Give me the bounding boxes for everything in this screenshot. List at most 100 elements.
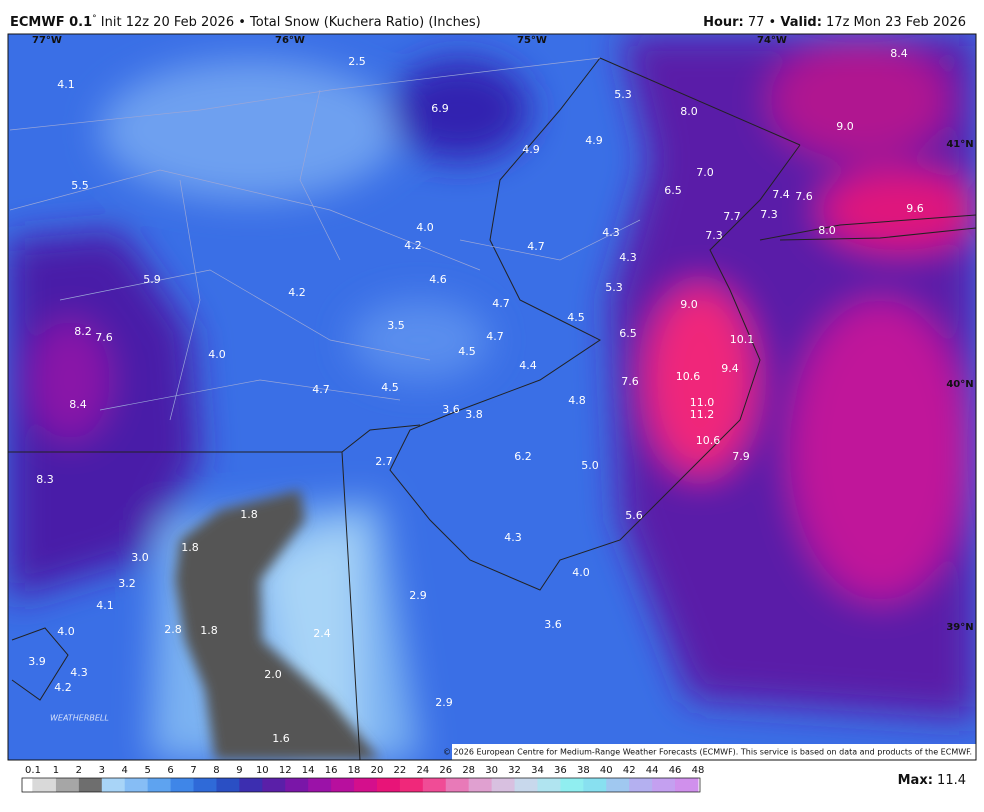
coord-label: 39°N [946, 622, 973, 633]
coord-label: 41°N [946, 139, 973, 150]
snow-value: 1.8 [240, 508, 258, 521]
snow-value: 9.4 [721, 362, 739, 375]
legend-swatch [399, 778, 424, 792]
legend-tick: 40 [600, 765, 613, 776]
snow-value: 4.0 [208, 348, 226, 361]
copyright: © 2026 European Centre for Medium-Range … [443, 748, 972, 757]
snow-value: 3.6 [442, 403, 460, 416]
snow-value: 5.9 [143, 273, 161, 286]
snow-value: 3.5 [387, 319, 405, 332]
legend-tick: 7 [190, 765, 196, 776]
logo: WEATHERBELL [50, 714, 109, 723]
snow-value: 2.9 [435, 696, 453, 709]
legend-tick: 20 [371, 765, 384, 776]
snow-value: 2.9 [409, 589, 427, 602]
snow-value: 9.6 [906, 202, 924, 215]
hour-label: Hour: [703, 15, 744, 30]
legend-tick: 2 [76, 765, 82, 776]
snow-value: 7.6 [795, 190, 813, 203]
snow-value: 4.9 [522, 143, 540, 156]
snow-value: 2.8 [164, 623, 182, 636]
max-label: Max: [898, 773, 933, 788]
snow-value: 2.7 [375, 455, 393, 468]
legend-swatch [537, 778, 561, 792]
hour: 77 • [744, 15, 781, 30]
snow-value: 4.2 [404, 239, 422, 252]
snow-value: 7.0 [696, 166, 714, 179]
legend-tick: 32 [508, 765, 521, 776]
snow-value: 8.4 [890, 47, 908, 60]
snow-value: 4.7 [486, 330, 504, 343]
snow-value: 1.8 [200, 624, 218, 637]
legend-tick: 44 [646, 765, 659, 776]
coord-label: 74°W [757, 35, 787, 46]
snow-value: 7.3 [760, 208, 778, 221]
legend-swatch [468, 778, 493, 792]
boundaries [8, 57, 976, 760]
snow-value: 10.1 [730, 333, 755, 346]
snow-value: 3.9 [28, 655, 46, 668]
legend-tick: 1 [53, 765, 59, 776]
snow-value: 4.1 [96, 599, 114, 612]
snow-value: 6.9 [431, 102, 449, 115]
snow-value: 4.0 [416, 221, 434, 234]
legend-tick: 42 [623, 765, 636, 776]
snow-value: 4.1 [57, 78, 75, 91]
snow-value: 4.3 [602, 226, 620, 239]
legend-swatch [308, 778, 332, 792]
legend-tick: 38 [577, 765, 590, 776]
legend-swatch [124, 778, 149, 792]
snow-value: 5.0 [581, 459, 599, 472]
max: 11.4 [933, 773, 966, 788]
snow-value: 9.0 [680, 298, 698, 311]
legend-tick: 26 [439, 765, 452, 776]
legend-swatch [422, 778, 447, 792]
legend-tick: 6 [167, 765, 173, 776]
snow-value: 1.6 [272, 732, 290, 745]
snow-value: 4.6 [429, 273, 447, 286]
legend-tick: 48 [692, 765, 705, 776]
legend-swatch [55, 778, 80, 792]
snow-value: 11.2 [690, 408, 715, 421]
coord-label: 77°W [32, 35, 62, 46]
coord-label: 75°W [517, 35, 547, 46]
legend-swatch [445, 778, 470, 792]
legend-swatch [583, 778, 607, 792]
snow-value: 4.8 [568, 394, 586, 407]
legend-swatch [514, 778, 538, 792]
snow-value: 4.2 [54, 681, 72, 694]
legend-tick: 24 [416, 765, 429, 776]
copyright-bg [452, 744, 976, 760]
legend-swatch [170, 778, 195, 792]
snow-value: 4.7 [492, 297, 510, 310]
legend-swatch [652, 778, 676, 792]
snow-value: 4.2 [288, 286, 306, 299]
legend-swatch [491, 778, 516, 792]
degree: ° [92, 14, 97, 24]
snow-value: 3.0 [131, 551, 149, 564]
snow-value: 4.5 [381, 381, 399, 394]
snow-value: 6.2 [514, 450, 532, 463]
snow-value: 8.0 [680, 105, 698, 118]
snow-value: 7.7 [723, 210, 741, 223]
map-border [7, 33, 977, 761]
snow-value: 5.3 [605, 281, 623, 294]
description: Init 12z 20 Feb 2026 • Total Snow (Kuche… [97, 15, 481, 30]
snow-value: 3.8 [465, 408, 483, 421]
legend-swatch [239, 778, 263, 792]
valid-label: Valid: [780, 15, 822, 30]
legend-swatch [21, 777, 34, 793]
legend-swatch [376, 778, 401, 792]
legend-tick: 12 [279, 765, 292, 776]
snow-value: 8.2 [74, 325, 92, 338]
map: WEATHERBELL © 2026 European Centre for M… [8, 34, 976, 760]
snow-value: 8.0 [818, 224, 836, 237]
snow-value: 9.0 [836, 120, 854, 133]
legend-tick: 28 [462, 765, 475, 776]
legend-tick: 4 [122, 765, 128, 776]
snow-value: 10.6 [696, 434, 721, 447]
legend-swatch [193, 778, 217, 792]
legend-swatch [606, 778, 630, 792]
legend-border [21, 777, 701, 793]
snow-value: 4.0 [57, 625, 75, 638]
